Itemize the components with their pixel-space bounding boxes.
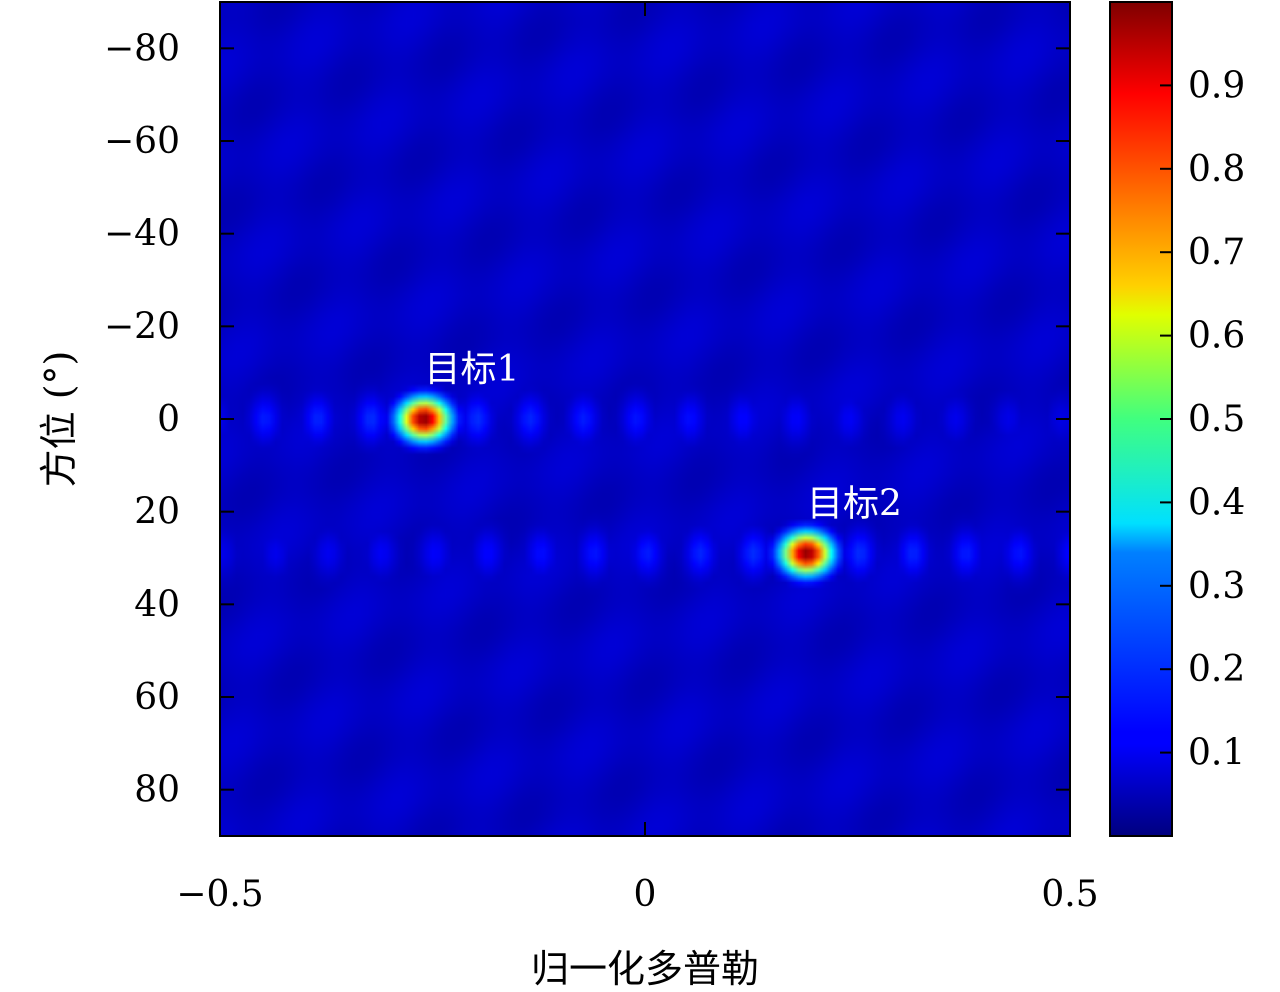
y-tick-label: −40 bbox=[104, 214, 180, 255]
x-axis-title: 归一化多普勒 bbox=[531, 947, 759, 991]
y-tick-label: 40 bbox=[134, 584, 180, 625]
y-tick-label: −80 bbox=[104, 28, 180, 69]
colorbar-tick-label: 0.7 bbox=[1188, 232, 1245, 273]
target-label: 目标2 bbox=[807, 483, 902, 524]
y-tick-label: −60 bbox=[104, 121, 180, 162]
colorbar-ticks: 0.1 0.2 0.3 0.4 0.5 0.6 0.7 0.8 0.9 bbox=[1160, 65, 1245, 774]
target-annotations: 目标1 目标2 bbox=[425, 349, 902, 524]
y-tick-label: 0 bbox=[157, 399, 180, 440]
colorbar-tick-label: 0.8 bbox=[1188, 149, 1245, 190]
colorbar: 0.1 0.2 0.3 0.4 0.5 0.6 0.7 0.8 0.9 bbox=[1109, 1, 1245, 837]
colorbar-tick-label: 0.6 bbox=[1188, 316, 1245, 357]
y-axis-title: 方位 (°) bbox=[37, 351, 81, 488]
colorbar-tick-label: 0.3 bbox=[1188, 566, 1245, 607]
y-tick-label: 80 bbox=[134, 770, 180, 811]
colorbar-tick-label: 0.5 bbox=[1188, 399, 1245, 440]
heatmap-image bbox=[220, 2, 1070, 836]
y-axis: −80 −60 −40 −20 0 20 40 60 80 bbox=[104, 28, 1070, 811]
colorbar-tick-label: 0.4 bbox=[1188, 482, 1245, 523]
colorbar-tick-label: 0.2 bbox=[1188, 649, 1245, 690]
y-tick-label: 20 bbox=[134, 492, 180, 533]
x-tick-label: 0.5 bbox=[1041, 874, 1098, 915]
y-tick-label: −20 bbox=[104, 306, 180, 347]
x-tick-label: 0 bbox=[634, 874, 657, 915]
plot-area bbox=[219, 1, 1071, 837]
target-label: 目标1 bbox=[425, 349, 520, 390]
x-axis: −0.5 0 0.5 bbox=[176, 2, 1099, 915]
x-tick-label: −0.5 bbox=[176, 874, 263, 915]
y-tick-label: 60 bbox=[134, 677, 180, 718]
colorbar-tick-label: 0.9 bbox=[1188, 65, 1245, 106]
colorbar-tick-label: 0.1 bbox=[1188, 733, 1245, 774]
